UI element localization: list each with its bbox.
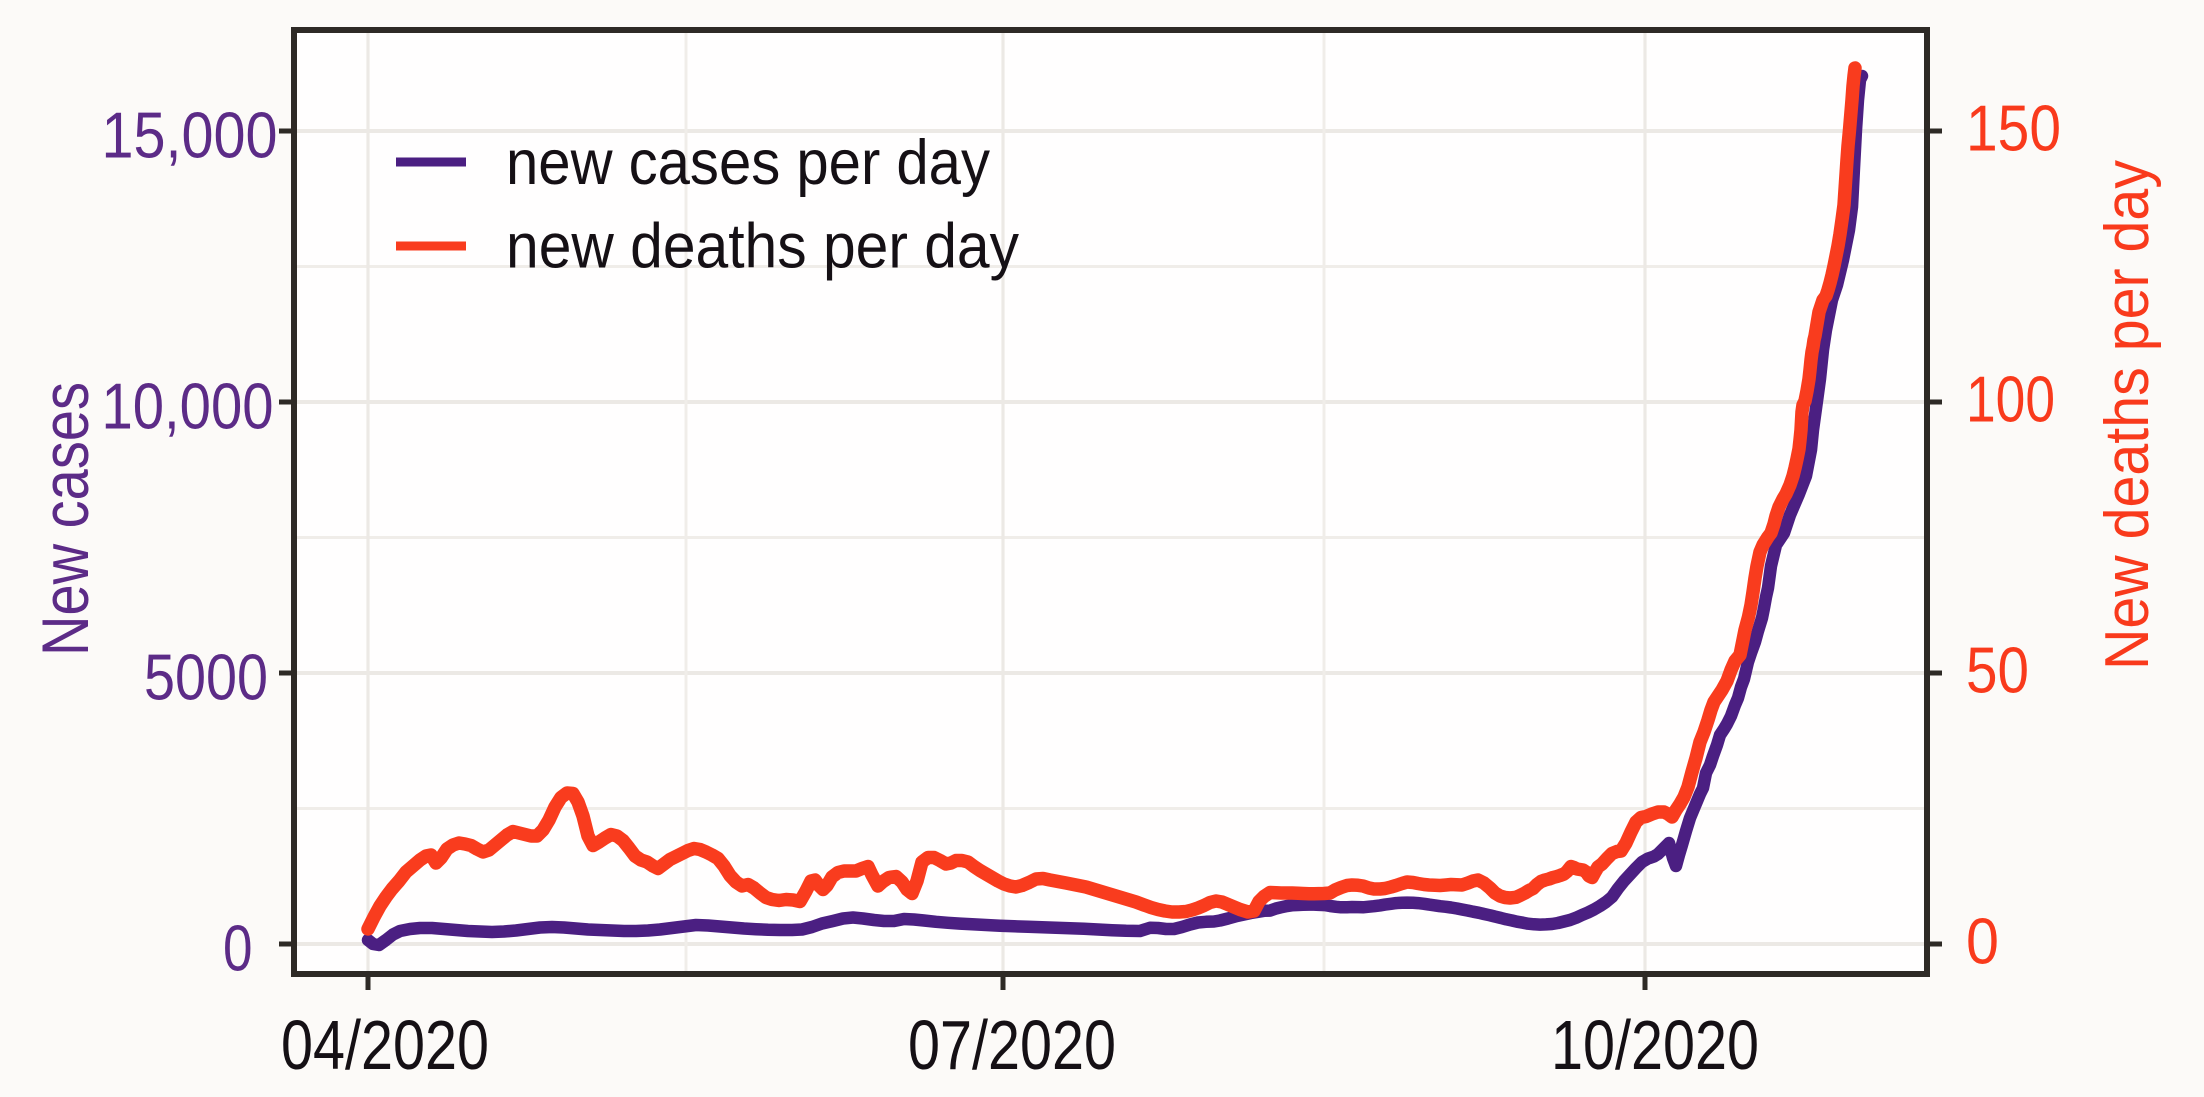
- svg-text:10/2020: 10/2020: [1551, 1006, 1759, 1084]
- svg-text:New cases: New cases: [28, 382, 102, 656]
- svg-text:50: 50: [1966, 634, 2029, 707]
- svg-text:100: 100: [1966, 363, 2055, 436]
- svg-text:10,000: 10,000: [102, 370, 274, 443]
- svg-text:new cases per day: new cases per day: [506, 128, 990, 198]
- svg-text:0: 0: [223, 912, 253, 985]
- svg-text:150: 150: [1966, 92, 2061, 165]
- svg-text:New deaths per day: New deaths per day: [2093, 160, 2162, 670]
- svg-text:07/2020: 07/2020: [908, 1006, 1116, 1084]
- svg-text:15,000: 15,000: [102, 99, 278, 172]
- svg-text:new deaths per day: new deaths per day: [506, 212, 1019, 282]
- svg-text:0: 0: [1966, 905, 1999, 978]
- svg-text:5000: 5000: [144, 641, 268, 714]
- svg-text:04/2020: 04/2020: [281, 1006, 489, 1084]
